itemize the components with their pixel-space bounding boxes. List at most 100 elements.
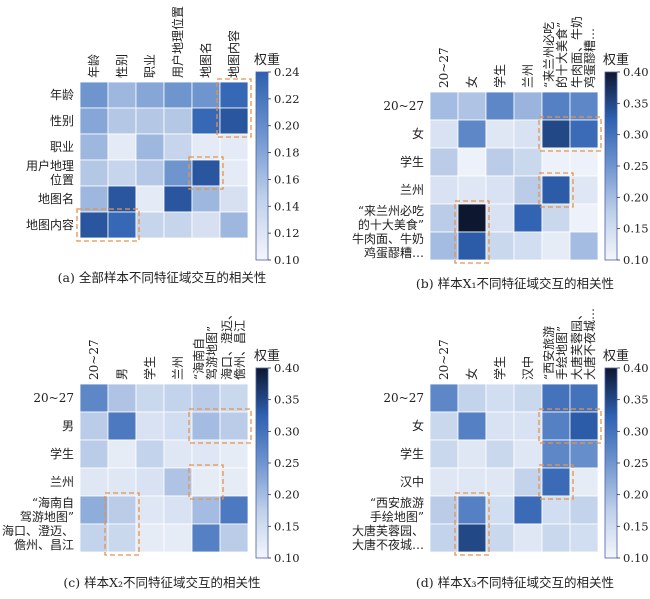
heatmap-cell <box>219 439 249 469</box>
heatmap-cell <box>485 439 515 469</box>
row-tick-label: 年龄 <box>50 88 74 102</box>
column-tick-label: 女 <box>464 368 479 380</box>
colorbar-tick-label: 0.10 <box>274 551 300 565</box>
heatmap-cell <box>457 411 487 441</box>
row-tick-label: 女 <box>412 418 424 433</box>
heatmap-panel-d: 20~27 女学生 汉中 “西安旅游手绘地图” 大唐芙蓉园、大唐不夜城…20~27女学生… <box>352 308 649 590</box>
heatmap-cell <box>569 203 599 233</box>
column-tick-label: 学生 <box>492 356 507 380</box>
heatmap-cell <box>163 383 193 413</box>
heatmap-cell <box>79 411 109 441</box>
heatmap-cell <box>485 231 515 261</box>
row-tick-label: 地图内容 <box>26 217 74 232</box>
heatmap-cell <box>163 439 193 469</box>
heatmap-cell <box>163 185 193 213</box>
colorbar-title: 权重 <box>603 52 629 68</box>
heatmap-cell <box>79 211 109 239</box>
colorbar-tick-label: 0.10 <box>274 253 300 267</box>
heatmap-cell <box>485 411 515 441</box>
heatmap-cell <box>485 203 515 233</box>
column-tick-label: 用户地理位置 <box>170 6 185 78</box>
heatmap-cell <box>485 383 515 413</box>
heatmap-cell <box>429 495 459 525</box>
colorbar-tick-label: 0.15 <box>274 519 300 533</box>
heatmap-cell <box>513 119 543 149</box>
heatmap-cell <box>513 231 543 261</box>
column-tick-label: 20~27 <box>87 339 101 380</box>
row-tick-label: 学生 <box>400 154 424 169</box>
heatmap-cell <box>569 523 599 553</box>
heatmap-cell <box>485 119 515 149</box>
column-tick-label: 学生 <box>492 64 507 88</box>
heatmap-cell <box>191 495 221 525</box>
heatmap-cell <box>513 495 543 525</box>
highlight-box <box>454 200 490 264</box>
heatmap-cell <box>457 91 487 121</box>
heatmap-cell <box>429 175 459 205</box>
colorbar-tick-label: 0.30 <box>274 424 300 438</box>
heatmap-cell <box>569 91 599 121</box>
colorbar <box>604 367 618 559</box>
column-tick-label: 年龄 <box>87 54 101 78</box>
row-tick-label: “来兰州必吃的十大美食” <box>358 204 424 232</box>
colorbar-tick-label: 0.20 <box>274 119 300 133</box>
column-tick-label: 男 <box>115 368 129 380</box>
column-tick-label: 兰州 <box>171 356 185 380</box>
colorbar <box>255 367 269 559</box>
heatmap-cell <box>191 185 221 213</box>
heatmap-cell <box>541 231 571 261</box>
heatmap-cell <box>191 383 221 413</box>
panel-caption: (b) 样本X₁不同特征域交互的相关性 <box>416 276 614 291</box>
heatmap-cell <box>485 467 515 497</box>
colorbar-tick-label: 0.10 <box>623 551 649 565</box>
heatmap-cell <box>79 185 109 213</box>
row-tick-label: “西安旅游手绘地图” <box>370 495 424 524</box>
colorbar <box>604 71 618 261</box>
row-tick-label: 男 <box>62 419 74 433</box>
column-tick-label: 海口、澄迈、儋州、昌江 <box>219 308 247 380</box>
column-tick-label: 女 <box>464 76 479 88</box>
colorbar-tick-label: 0.15 <box>623 519 649 533</box>
heatmap-cell <box>513 523 543 553</box>
heatmap-cell <box>513 203 543 233</box>
heatmap-cell <box>163 467 193 497</box>
heatmap-cell <box>79 159 109 187</box>
heatmap-cell <box>541 383 571 413</box>
heatmap-cell <box>163 159 193 187</box>
heatmap-cell <box>569 495 599 525</box>
column-tick-label: “海南自驾游地图” <box>191 326 219 380</box>
highlight-box <box>188 464 224 500</box>
colorbar-tick-label: 0.22 <box>274 92 300 106</box>
colorbar-tick-label: 0.10 <box>623 253 649 267</box>
row-tick-label: 学生 <box>50 446 74 461</box>
heatmap-cell <box>485 495 515 525</box>
panel-caption: (c) 样本X₂不同特征域交互的相关性 <box>63 575 260 590</box>
heatmap-cell <box>429 231 459 261</box>
colorbar-tick-label: 0.25 <box>623 456 649 470</box>
colorbar <box>255 71 269 261</box>
heatmap-cell <box>107 439 137 469</box>
heatmap-cell <box>107 107 137 135</box>
heatmap-cell <box>569 411 599 441</box>
heatmap-cell <box>163 495 193 525</box>
heatmap-cell <box>135 133 165 161</box>
heatmap-cell <box>219 523 249 553</box>
heatmap-cell <box>107 185 137 213</box>
heatmap-cell <box>191 523 221 553</box>
heatmap-cell <box>429 439 459 469</box>
column-tick-label: 地图名 <box>198 42 213 78</box>
heatmap-cell <box>485 91 515 121</box>
heatmap-cell <box>429 383 459 413</box>
row-tick-label: 用户地理位置 <box>26 158 74 187</box>
colorbar-tick-label: 0.16 <box>274 172 300 186</box>
heatmap-cell <box>135 211 165 239</box>
colorbar-tick-label: 0.18 <box>274 146 300 160</box>
heatmap-cell <box>429 411 459 441</box>
column-tick-label: “来兰州必吃的十大美食” <box>542 22 569 88</box>
heatmap-cell <box>457 467 487 497</box>
row-tick-label: “海南自驾游地图” <box>20 495 74 524</box>
heatmap-cell <box>163 523 193 553</box>
heatmap-cell <box>135 495 165 525</box>
colorbar-tick-label: 0.40 <box>623 361 649 375</box>
